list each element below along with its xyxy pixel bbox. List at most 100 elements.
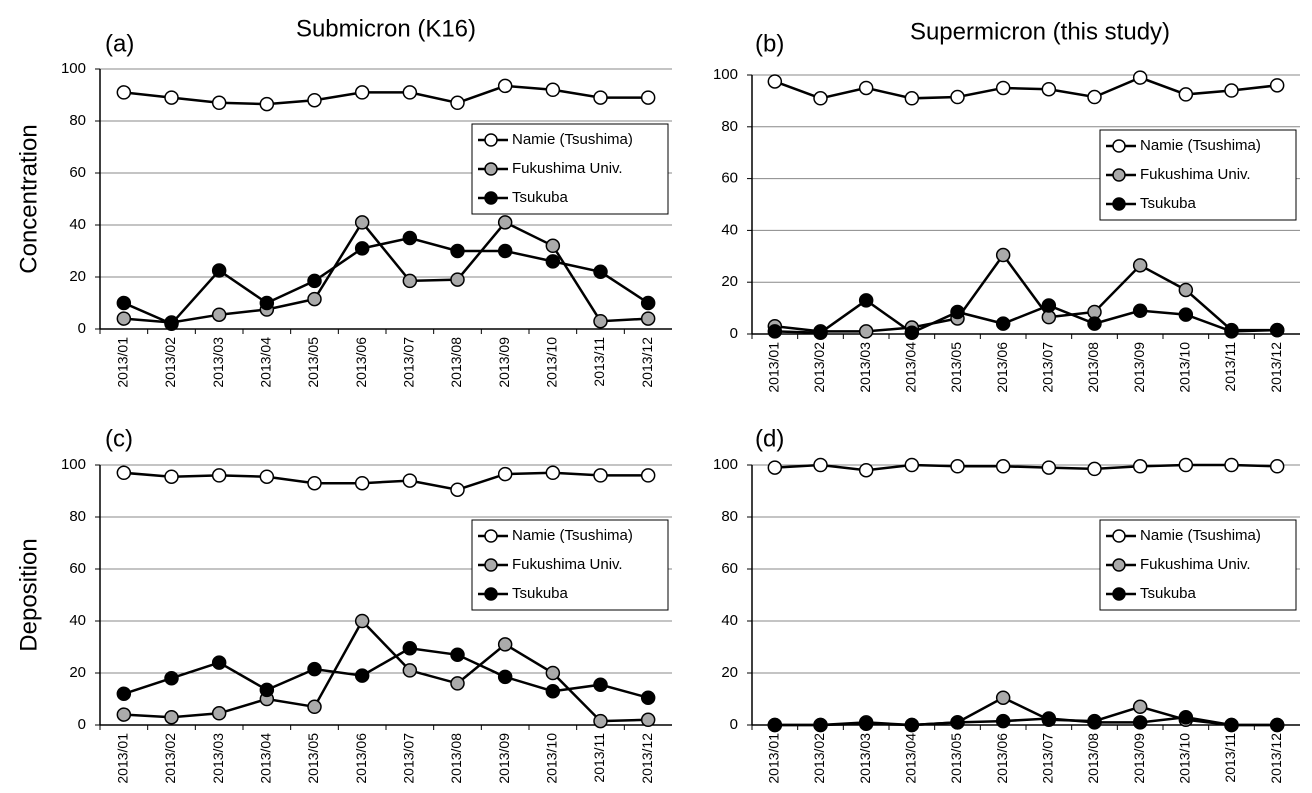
x-tick-label: 2013/02 bbox=[811, 342, 827, 393]
data-point bbox=[593, 313, 608, 329]
legend-label: Namie (Tsushima) bbox=[1140, 527, 1261, 544]
x-tick-label: 2013/12 bbox=[1268, 733, 1284, 784]
data-point bbox=[950, 715, 965, 730]
panel-title: Submicron (K16) bbox=[296, 15, 476, 42]
data-point bbox=[640, 295, 656, 311]
data-point bbox=[307, 661, 322, 677]
x-tick-label: 2013/09 bbox=[1131, 733, 1147, 784]
data-point bbox=[116, 686, 132, 702]
y-tick-label: 60 bbox=[721, 560, 738, 577]
x-tick-label: 2013/12 bbox=[639, 733, 655, 784]
data-point bbox=[211, 307, 227, 322]
panel-label: (a) bbox=[105, 30, 134, 57]
data-point bbox=[164, 90, 179, 105]
y-tick-label: 40 bbox=[69, 612, 86, 629]
data-point bbox=[1269, 717, 1285, 733]
data-point bbox=[1087, 461, 1102, 477]
data-point bbox=[1087, 715, 1102, 730]
legend-marker bbox=[484, 162, 498, 176]
legend-label: Tsukuba bbox=[512, 585, 569, 602]
data-point bbox=[354, 85, 370, 100]
y-tick-label: 80 bbox=[69, 508, 86, 525]
panel: Supermicron (this study) (b) 0 20 40 60 80 100 2… bbox=[713, 18, 1300, 393]
x-tick-label: 2013/02 bbox=[811, 733, 827, 784]
x-tick-label: 2013/01 bbox=[766, 733, 782, 784]
data-point bbox=[1132, 715, 1148, 730]
data-point bbox=[593, 468, 608, 483]
x-tick-label: 2013/04 bbox=[258, 733, 274, 784]
data-point bbox=[1132, 258, 1148, 273]
data-point bbox=[1041, 711, 1057, 726]
series-line bbox=[774, 298, 1278, 335]
legend-marker bbox=[484, 587, 498, 601]
x-tick-label: 2013/04 bbox=[903, 733, 919, 784]
data-point bbox=[307, 92, 322, 108]
data-point bbox=[164, 670, 179, 686]
legend-marker bbox=[484, 133, 498, 147]
data-point bbox=[1041, 460, 1057, 475]
data-point bbox=[259, 96, 275, 112]
legend-marker bbox=[484, 529, 498, 543]
panel: (c) Deposition 0 20 40 60 80 100 2013/01 2013/02 2… bbox=[15, 425, 672, 784]
panel: Submicron (K16) (a) Concentration 0 20 40 60 80… bbox=[15, 15, 672, 388]
x-tick-label: 2013/06 bbox=[353, 337, 369, 388]
y-tick-label: 60 bbox=[69, 560, 86, 577]
legend-label: Namie (Tsushima) bbox=[1140, 137, 1261, 154]
data-point bbox=[995, 247, 1011, 263]
data-point bbox=[307, 273, 322, 289]
data-point bbox=[767, 460, 783, 475]
legend-marker bbox=[1112, 139, 1126, 153]
data-point bbox=[1178, 457, 1194, 473]
data-point bbox=[116, 465, 132, 481]
data-point bbox=[450, 272, 465, 287]
legend-marker bbox=[484, 191, 498, 205]
data-point bbox=[354, 613, 370, 629]
data-point bbox=[1269, 78, 1285, 93]
x-tick-label: 2013/03 bbox=[210, 337, 226, 388]
panel-label: (b) bbox=[755, 30, 784, 57]
y-tick-label: 80 bbox=[721, 118, 738, 135]
y-tick-label: 100 bbox=[61, 456, 86, 473]
data-point bbox=[116, 295, 132, 311]
y-tick-label: 0 bbox=[78, 320, 86, 337]
data-point bbox=[307, 699, 322, 715]
data-point bbox=[640, 90, 656, 105]
y-tick-label: 20 bbox=[721, 664, 738, 681]
data-point bbox=[1132, 303, 1148, 318]
y-tick-label: 80 bbox=[721, 508, 738, 525]
legend-label: Namie (Tsushima) bbox=[512, 527, 633, 544]
data-point bbox=[904, 91, 920, 106]
data-point bbox=[1178, 709, 1194, 725]
data-point bbox=[402, 663, 418, 678]
data-point bbox=[402, 85, 418, 100]
data-point bbox=[995, 690, 1011, 705]
data-point bbox=[1269, 459, 1285, 474]
data-point bbox=[354, 475, 370, 491]
x-tick-label: 2013/06 bbox=[994, 733, 1010, 784]
data-point bbox=[1087, 89, 1102, 105]
legend-marker bbox=[1112, 529, 1126, 543]
data-point bbox=[164, 469, 179, 484]
data-point bbox=[995, 459, 1011, 474]
x-tick-label: 2013/03 bbox=[857, 342, 873, 393]
x-tick-label: 2013/05 bbox=[948, 733, 964, 784]
data-point bbox=[354, 668, 370, 683]
x-tick-label: 2013/06 bbox=[994, 342, 1010, 393]
data-point bbox=[858, 716, 874, 731]
data-point bbox=[545, 665, 561, 681]
x-tick-label: 2013/04 bbox=[903, 342, 919, 393]
panel-title: Supermicron (this study) bbox=[910, 18, 1170, 45]
x-tick-label: 2013/02 bbox=[162, 733, 178, 784]
y-tick-label: 100 bbox=[61, 60, 86, 77]
data-point bbox=[995, 713, 1011, 729]
data-point bbox=[497, 637, 513, 652]
data-point bbox=[211, 706, 227, 721]
data-point bbox=[767, 717, 783, 733]
data-point bbox=[767, 74, 783, 89]
data-point bbox=[593, 713, 608, 729]
data-point bbox=[545, 238, 561, 254]
data-point bbox=[402, 273, 418, 289]
x-tick-label: 2013/08 bbox=[448, 337, 464, 388]
data-point bbox=[950, 89, 965, 105]
x-tick-label: 2013/05 bbox=[305, 733, 321, 784]
